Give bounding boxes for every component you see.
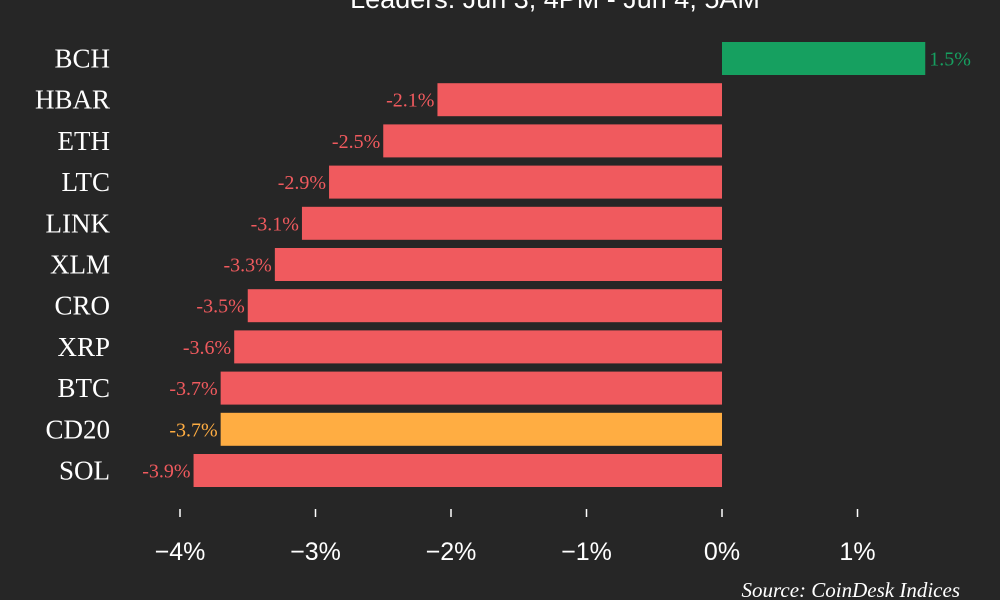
x-tick-label-4: 0% bbox=[704, 538, 740, 566]
category-label-bch: BCH bbox=[54, 44, 110, 74]
value-labels: 1.5% -2.1% -2.5% -2.9% -3.1% -3.3% -3.5% -3.6% -… bbox=[142, 49, 971, 483]
value-label-sol: -3.9% bbox=[142, 461, 190, 483]
bar-cd20 bbox=[220, 412, 722, 446]
value-label-btc: -3.7% bbox=[169, 378, 217, 400]
category-label-hbar: HBAR bbox=[35, 85, 110, 115]
bar-cro bbox=[247, 289, 722, 323]
x-tick-label-2: −2% bbox=[426, 538, 477, 566]
bars-group bbox=[193, 42, 926, 487]
bar-eth bbox=[383, 124, 722, 158]
bar-bch bbox=[722, 42, 926, 75]
category-label-cd20: CD20 bbox=[45, 414, 110, 444]
category-label-xrp: XRP bbox=[57, 332, 110, 362]
value-label-hbar: -2.1% bbox=[386, 90, 434, 112]
bar-hbar bbox=[437, 83, 722, 117]
value-label-xrp: -3.6% bbox=[183, 337, 231, 359]
category-label-cro: CRO bbox=[54, 291, 110, 321]
value-label-cro: -3.5% bbox=[196, 296, 244, 318]
category-label-ltc: LTC bbox=[61, 167, 110, 197]
x-tick-label-3: −1% bbox=[561, 538, 612, 566]
value-label-xlm: -3.3% bbox=[224, 255, 272, 277]
category-labels: BCH HBAR ETH LTC LINK XLM CRO XRP BTC CD20 SOL bbox=[35, 44, 111, 486]
value-label-eth: -2.5% bbox=[332, 131, 380, 153]
x-axis: −4% −3% −2% −1% 0% 1% bbox=[155, 509, 876, 566]
value-label-ltc: -2.9% bbox=[278, 172, 326, 194]
source-note: Source: CoinDesk Indices bbox=[742, 578, 961, 600]
bar-ltc bbox=[329, 165, 722, 199]
category-label-eth: ETH bbox=[58, 126, 110, 156]
bar-sol bbox=[193, 454, 723, 487]
bar-btc bbox=[220, 371, 722, 405]
x-tick-label-5: 1% bbox=[839, 538, 875, 566]
value-label-cd20: -3.7% bbox=[169, 419, 217, 441]
bar-link bbox=[301, 206, 722, 240]
bar-xrp bbox=[234, 330, 722, 364]
chart-title: Leaders: Jun 3, 4PM - Jun 4, 5AM bbox=[350, 0, 760, 14]
value-label-bch: 1.5% bbox=[929, 49, 971, 71]
x-tick-label-1: −3% bbox=[290, 538, 341, 566]
category-label-xlm: XLM bbox=[50, 250, 110, 280]
category-label-sol: SOL bbox=[59, 456, 110, 486]
category-label-btc: BTC bbox=[57, 373, 110, 403]
value-label-link: -3.1% bbox=[251, 213, 299, 235]
bar-xlm bbox=[274, 248, 722, 281]
category-label-link: LINK bbox=[46, 208, 111, 238]
x-tick-label-0: −4% bbox=[155, 538, 206, 566]
